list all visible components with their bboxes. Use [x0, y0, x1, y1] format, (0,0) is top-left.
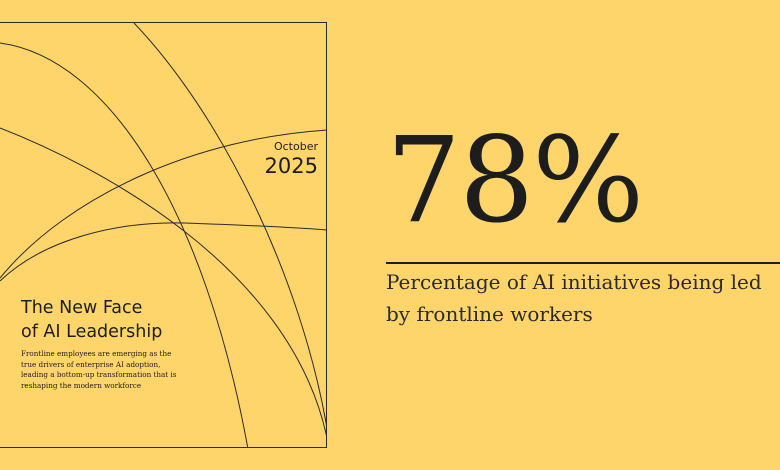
arc-line: [0, 42, 249, 447]
arc-line: [0, 127, 326, 437]
cover-date-year: 2025: [264, 154, 318, 178]
cover-description-line: Frontline employees are emerging as the: [21, 349, 172, 358]
stat-value: 78%: [386, 111, 644, 249]
stat-caption: Percentage of AI initiatives being led b…: [386, 266, 780, 330]
stat-caption-line: Percentage of AI initiatives being led: [386, 270, 762, 294]
decorative-arcs: [0, 23, 326, 447]
cover-title: The New Face of AI Leadership: [21, 296, 311, 344]
cover-description-line: reshaping the modern workforce: [21, 380, 142, 390]
cover-date-month: October: [273, 140, 318, 153]
cover-description-line: true drivers of enterprise AI adoption,: [21, 359, 161, 369]
arc-line: [0, 222, 326, 282]
arc-line: [0, 129, 326, 279]
cover-description-line: leading a bottom-up transformation that …: [21, 370, 177, 380]
arc-line: [133, 23, 326, 426]
stat-caption-line: by frontline workers: [386, 302, 593, 326]
report-cover: October 2025 The New Face of AI Leadersh…: [0, 22, 327, 448]
cover-title-line: The New Face: [21, 298, 143, 318]
cover-title-line: of AI Leadership: [21, 322, 163, 342]
cover-description: Frontline employees are emerging as the …: [21, 349, 221, 391]
divider: [386, 262, 780, 264]
